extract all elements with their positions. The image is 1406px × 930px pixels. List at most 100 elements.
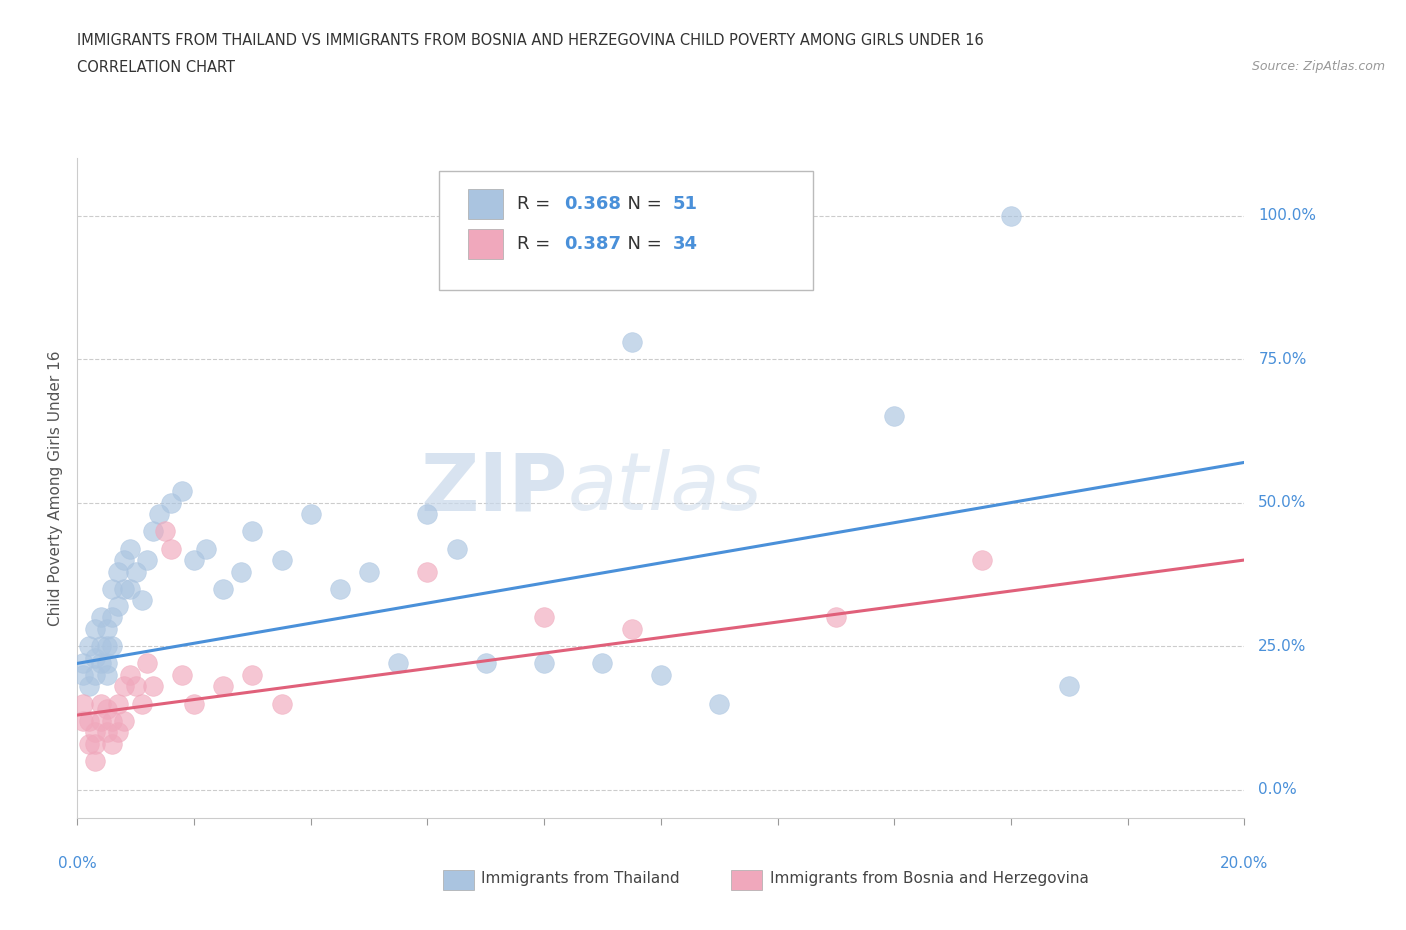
Point [90,713,112,728]
Point [153,524,176,538]
Text: atlas: atlas [568,449,762,527]
Text: 34: 34 [672,235,697,253]
Text: R =: R = [517,235,557,253]
Point [96,724,118,739]
Point [96,621,118,636]
Text: 0.368: 0.368 [564,195,621,213]
Point [101,610,124,625]
Point [107,599,129,614]
Point [83,668,105,683]
Point [229,565,252,579]
Point [620,335,643,350]
Text: 20.0%: 20.0% [1220,856,1268,870]
Point [970,552,993,567]
Text: 51: 51 [672,195,697,213]
Text: R =: R = [517,195,557,213]
Text: 25.0%: 25.0% [1258,639,1306,654]
Text: 100.0%: 100.0% [1258,208,1316,223]
Point [96,702,118,717]
Point [194,541,217,556]
Point [72,697,94,711]
Point [112,581,135,596]
Point [142,679,165,694]
Point [159,541,181,556]
Point [101,713,124,728]
Point [212,679,235,694]
Point [270,697,292,711]
Point [533,656,555,671]
Point [124,565,148,579]
Point [83,737,105,751]
Point [172,668,194,683]
Point [329,581,352,596]
Point [416,565,439,579]
Text: 0.387: 0.387 [564,235,621,253]
Point [270,552,292,567]
Point [96,639,118,654]
Text: CORRELATION CHART: CORRELATION CHART [77,60,235,75]
Point [118,668,141,683]
Point [77,639,100,654]
Point [650,668,672,683]
Text: Immigrants from Thailand: Immigrants from Thailand [481,871,679,886]
Point [416,507,439,522]
Text: 0.0%: 0.0% [1258,782,1298,797]
Point [107,697,129,711]
Point [101,639,124,654]
Point [592,656,614,671]
Text: 0.0%: 0.0% [58,856,97,870]
FancyBboxPatch shape [468,190,503,219]
Point [90,656,112,671]
Point [77,737,100,751]
Point [107,724,129,739]
Point [101,581,124,596]
Text: Source: ZipAtlas.com: Source: ZipAtlas.com [1251,60,1385,73]
Point [136,656,159,671]
Point [533,610,555,625]
Point [90,697,112,711]
Point [90,610,112,625]
Point [240,668,263,683]
FancyBboxPatch shape [468,229,503,259]
Point [90,639,112,654]
Point [212,581,235,596]
Point [112,552,135,567]
Point [148,507,170,522]
Text: N =: N = [616,235,668,253]
Point [1000,208,1022,223]
Point [136,552,159,567]
Point [240,524,263,538]
Point [118,581,141,596]
Point [183,552,205,567]
Point [83,724,105,739]
Point [96,656,118,671]
Point [112,713,135,728]
Text: N =: N = [616,195,668,213]
Point [183,697,205,711]
Point [387,656,409,671]
Point [83,621,105,636]
Point [72,656,94,671]
Point [83,753,105,768]
Point [124,679,148,694]
Text: ZIP: ZIP [420,449,568,527]
Text: Immigrants from Bosnia and Herzegovina: Immigrants from Bosnia and Herzegovina [770,871,1090,886]
Text: 50.0%: 50.0% [1258,495,1306,510]
Y-axis label: Child Poverty Among Girls Under 16: Child Poverty Among Girls Under 16 [48,351,63,626]
Text: 75.0%: 75.0% [1258,352,1306,366]
Point [1057,679,1080,694]
Point [883,409,905,424]
Point [824,610,846,625]
Point [299,507,322,522]
Point [118,541,141,556]
Point [620,621,643,636]
Text: IMMIGRANTS FROM THAILAND VS IMMIGRANTS FROM BOSNIA AND HERZEGOVINA CHILD POVERTY: IMMIGRANTS FROM THAILAND VS IMMIGRANTS F… [77,33,984,47]
Point [475,656,498,671]
Point [131,697,153,711]
Point [77,713,100,728]
FancyBboxPatch shape [439,171,813,290]
Point [709,697,731,711]
Point [446,541,468,556]
Point [72,713,94,728]
Point [159,495,181,510]
